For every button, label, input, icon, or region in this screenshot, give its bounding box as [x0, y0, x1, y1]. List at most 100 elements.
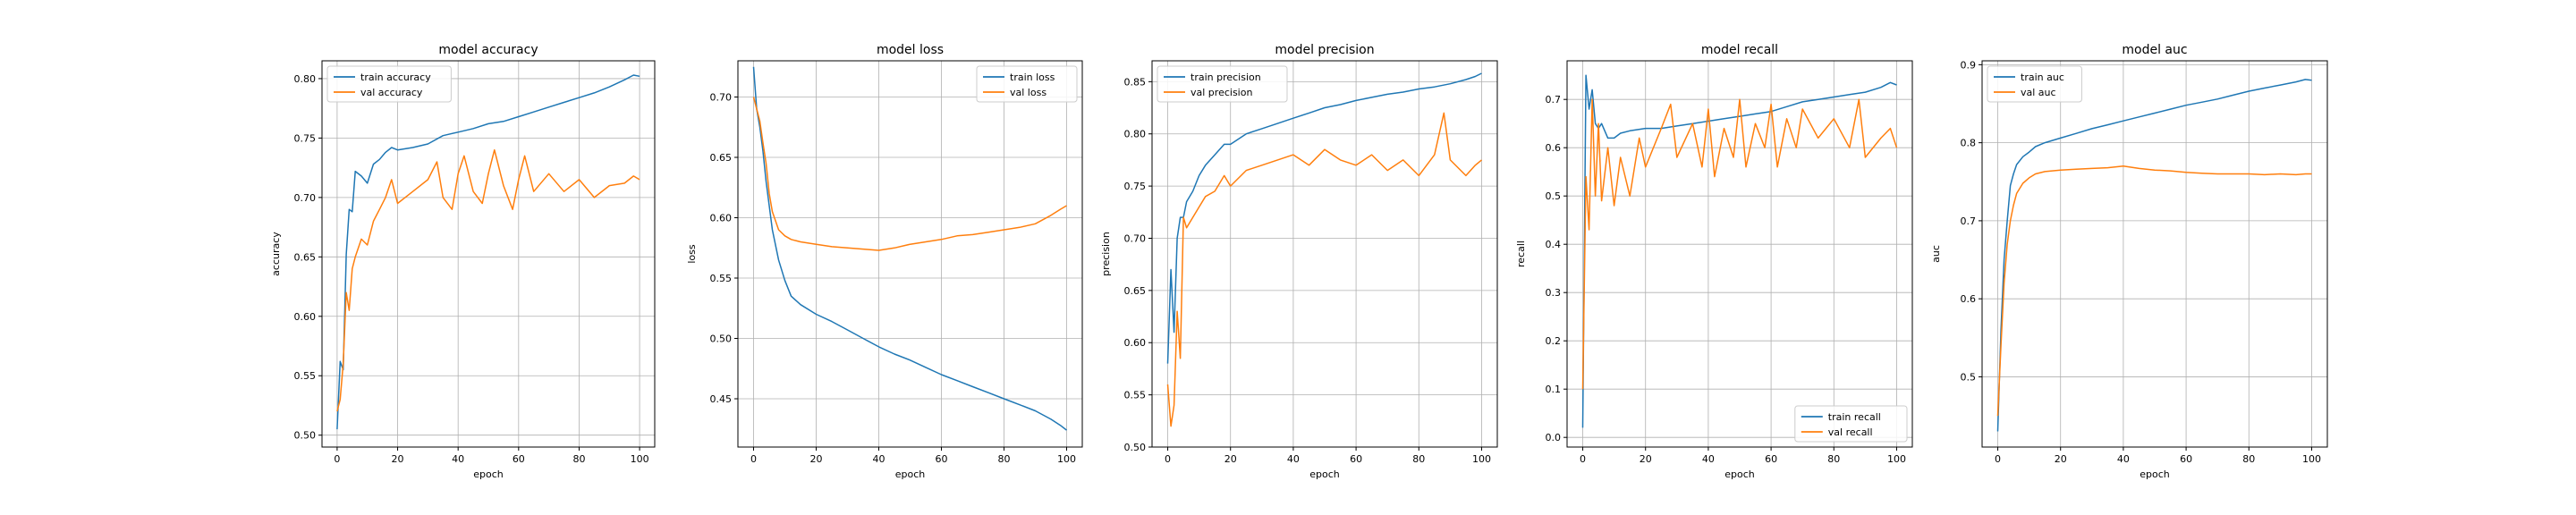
chart-panel-0: 0 20 40 60 80 100 0.50 0.55 0.60 0.65 0.70 0.75 0.80… [270, 43, 656, 480]
axes-frame [1981, 60, 2328, 448]
series-line-1 [752, 97, 1067, 251]
legend-entry: train auc [2021, 72, 2064, 83]
x-tick-label: 60 [936, 453, 948, 465]
y-tick-label: 0.2 [1546, 335, 1562, 347]
legend-entry: val accuracy [360, 87, 423, 98]
legend-entry: val recall [1828, 426, 1873, 438]
y-tick-label: 0.55 [294, 370, 317, 382]
y-tick-label: 0.6 [1961, 293, 1977, 305]
y-tick-label: 0.70 [1124, 232, 1147, 244]
axes-frame [1566, 60, 1913, 448]
x-tick-label: 40 [873, 453, 886, 465]
series-line-1 [1581, 98, 1898, 390]
chart-panel-4: 0 20 40 60 80 100 0.5 0.6 0.7 0.8 0.9 model auc epoc… [1930, 43, 2328, 480]
axes-frame [1151, 60, 1498, 448]
x-tick-label: 100 [631, 453, 649, 465]
legend: train precision val precision [1157, 65, 1288, 103]
y-tick-label: 0.70 [710, 92, 733, 104]
y-tick-label: 0.60 [710, 213, 733, 224]
x-tick-label: 20 [1640, 453, 1652, 465]
legend: train accuracy val accuracy [326, 65, 452, 103]
legend-entry: val precision [1191, 87, 1252, 98]
x-tick-label: 20 [810, 453, 823, 465]
series-line-1 [1996, 165, 2312, 417]
x-axis-label: epoch [1309, 469, 1340, 480]
legend-entry: train loss [1010, 72, 1055, 83]
legend: train auc val auc [1987, 65, 2082, 103]
y-tick-label: 0.0 [1546, 432, 1562, 443]
x-tick-label: 60 [1350, 453, 1362, 465]
y-tick-label: 0.6 [1546, 142, 1562, 154]
y-tick-label: 0.5 [1546, 190, 1562, 202]
x-tick-label: 80 [572, 453, 585, 465]
y-tick-label: 0.80 [294, 73, 317, 85]
chart-panel-2: 0 20 40 60 80 100 0.50 0.55 0.60 0.65 0.70 0.75 0.80… [1100, 43, 1498, 480]
x-tick-label: 40 [1287, 453, 1300, 465]
y-tick-label: 0.75 [294, 132, 317, 144]
series-line-1 [1166, 112, 1482, 427]
x-tick-label: 0 [334, 453, 340, 465]
y-tick-label: 0.3 [1546, 287, 1562, 299]
y-axis-label: accuracy [270, 232, 282, 276]
legend-entry: val auc [2021, 87, 2056, 98]
chart-panel-1: 0 20 40 60 80 100 0.45 0.50 0.55 0.60 0.65 0.70 mode… [686, 43, 1083, 480]
x-axis-label: epoch [2140, 469, 2170, 480]
x-axis-label: epoch [895, 469, 926, 480]
chart-title: model auc [2122, 43, 2187, 57]
y-tick-label: 0.60 [294, 311, 317, 323]
series-line-0 [1581, 74, 1897, 428]
x-tick-label: 100 [1887, 453, 1906, 465]
legend-box [1157, 65, 1288, 103]
x-tick-label: 80 [1412, 453, 1425, 465]
legend-entry: train recall [1828, 411, 1881, 423]
series-line-0 [336, 74, 640, 430]
chart-title: model loss [877, 43, 944, 57]
y-tick-label: 0.60 [1124, 337, 1147, 349]
y-axis-label: auc [1930, 245, 1942, 263]
y-axis-label: recall [1515, 241, 1527, 267]
legend-box [326, 65, 452, 103]
y-tick-label: 0.80 [1124, 129, 1147, 140]
x-tick-label: 60 [2180, 453, 2192, 465]
x-axis-label: epoch [473, 469, 504, 480]
y-tick-label: 0.4 [1546, 239, 1562, 250]
x-tick-label: 0 [1165, 453, 1171, 465]
x-tick-label: 80 [1827, 453, 1840, 465]
y-tick-label: 0.1 [1546, 384, 1562, 395]
chart-title: model accuracy [438, 43, 538, 57]
x-tick-label: 80 [2242, 453, 2255, 465]
x-tick-label: 20 [392, 453, 404, 465]
y-axis-label: precision [1100, 232, 1112, 276]
y-tick-label: 0.9 [1961, 59, 1977, 71]
axes-frame [737, 60, 1083, 448]
x-tick-label: 80 [998, 453, 1011, 465]
y-axis-label: loss [686, 244, 698, 264]
x-tick-label: 60 [513, 453, 525, 465]
legend-box [1794, 405, 1908, 443]
y-tick-label: 0.70 [294, 192, 317, 204]
legend-entry: train accuracy [360, 72, 431, 83]
y-tick-label: 0.55 [710, 273, 733, 284]
y-tick-label: 0.65 [710, 152, 733, 164]
y-tick-label: 0.45 [710, 393, 733, 405]
series-line-0 [1166, 72, 1482, 364]
y-tick-label: 0.50 [1124, 442, 1147, 453]
x-tick-label: 100 [2302, 453, 2321, 465]
chart-panel-3: 0 20 40 60 80 100 0.0 0.1 0.2 0.3 0.4 0.5 0.6 0.7 mode… [1515, 43, 1913, 480]
legend-entry: val loss [1010, 87, 1046, 98]
x-axis-label: epoch [1724, 469, 1755, 480]
chart-title: model recall [1701, 43, 1778, 57]
legend-box [1987, 65, 2082, 103]
legend-box [976, 65, 1078, 103]
y-tick-label: 0.5 [1961, 371, 1977, 383]
y-tick-label: 0.55 [1124, 390, 1147, 401]
y-tick-label: 0.85 [1124, 76, 1147, 88]
y-tick-label: 0.65 [1124, 285, 1147, 297]
axes-frame [321, 60, 656, 448]
x-tick-label: 100 [1057, 453, 1076, 465]
legend-entry: train precision [1191, 72, 1261, 83]
legend: train loss val loss [976, 65, 1078, 103]
y-tick-label: 0.50 [294, 430, 317, 442]
x-tick-label: 20 [2055, 453, 2067, 465]
